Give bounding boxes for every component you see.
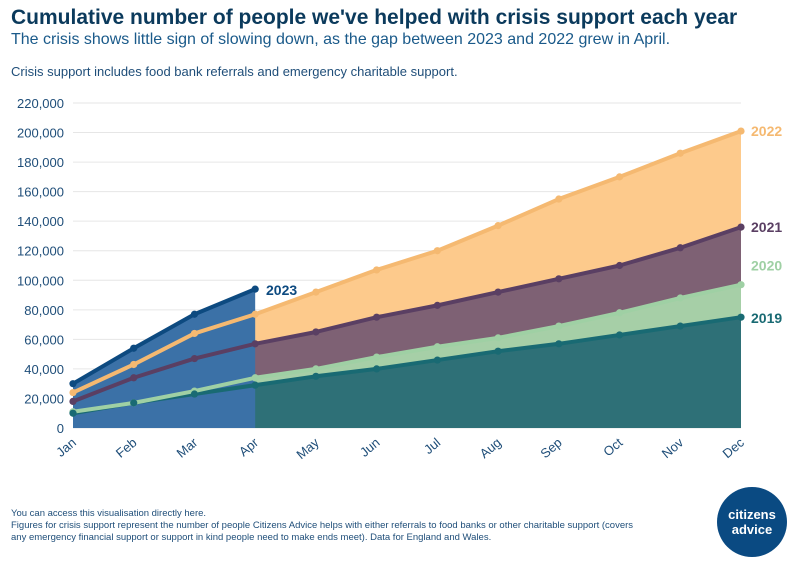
y-tick-label: 60,000 [24,332,64,347]
line-2019 [72,315,742,416]
point-2020 [312,365,320,373]
series-areas [73,131,741,428]
point-2020 [494,334,502,342]
y-tick-label: 80,000 [24,303,64,318]
x-tick-label: Aug [477,435,504,461]
point-2020 [433,343,441,351]
point-2019 [373,365,381,373]
point-2021 [615,261,624,270]
point-2021 [555,275,563,283]
point-2019 [251,381,259,389]
x-tick-label: Apr [236,434,262,459]
x-tick-label: Nov [659,434,687,461]
x-tick-label: Mar [174,434,201,460]
citizens-advice-logo: citizens advice [717,487,787,557]
logo-line-1: citizens [728,507,776,522]
point-2020 [737,281,745,289]
point-2021 [737,223,745,231]
point-2022 [676,149,684,157]
point-2020 [373,353,381,361]
point-2019 [555,340,563,348]
point-2021 [251,340,259,348]
series-labels: 2022 2021 2020 2019 2023 [266,123,782,326]
point-2019 [433,356,441,364]
point-2022 [373,266,381,274]
point-2023 [69,380,77,388]
point-2020 [615,309,624,317]
point-2023 [251,285,259,293]
x-tick-label: May [293,434,322,462]
point-2023 [190,310,199,318]
y-tick-label: 160,000 [17,185,64,200]
point-2019 [190,390,199,398]
point-2019 [676,322,684,330]
point-2021 [312,328,320,336]
series-points [69,127,745,417]
y-tick-label: 40,000 [24,362,64,377]
point-2021 [676,244,684,252]
point-2022 [737,127,745,135]
chart: 0 20,000 40,000 60,000 80,000 100,000 120,000 1… [17,96,782,462]
point-2022 [494,222,502,230]
series-lines [71,129,742,416]
line-2023 [71,287,256,386]
logo-line-2: advice [731,522,773,537]
x-tick-label: Jun [357,435,383,460]
footer-definition: Figures for crisis support represent the… [11,520,634,531]
series-label-2021: 2021 [751,219,782,235]
series-label-2022: 2022 [751,123,782,139]
x-tick-label: Jan [53,435,79,460]
point-2019 [312,372,320,380]
point-2020 [555,322,563,330]
point-2020 [676,294,684,302]
point-2022 [433,247,441,255]
line-2021 [72,225,742,404]
x-tick-label: Dec [720,434,748,461]
y-tick-label: 20,000 [24,391,64,406]
x-tick-label: Feb [113,435,140,461]
point-2022 [190,329,199,338]
footer-access-link[interactable]: You can access this visualisation direct… [11,508,207,519]
x-tick-label: Sep [537,435,564,461]
x-tick-label: Oct [600,435,625,460]
chart-subtitle: The crisis shows little sign of slowing … [11,31,671,48]
point-2023 [130,344,138,352]
point-2022 [251,310,259,318]
x-tick-label: Jul [421,435,443,457]
point-2022 [312,288,320,296]
point-2019 [130,399,138,407]
point-2019 [69,409,77,417]
x-axis: Jan Feb Mar Apr May Jun Jul Aug Sep Oct Nov Dec [53,434,747,462]
line-2020 [72,282,742,414]
point-2020 [251,374,259,382]
y-axis: 0 20,000 40,000 60,000 80,000 100,000 120,000 1… [17,96,64,436]
series-label-2020: 2020 [751,258,782,274]
point-2022 [69,388,77,397]
point-2021 [190,354,199,363]
point-2022 [555,195,563,203]
point-2021 [494,288,502,296]
y-tick-label: 220,000 [17,96,64,111]
point-2021 [373,313,381,321]
point-2022 [615,173,624,181]
series-label-2023: 2023 [266,282,297,298]
chart-title: Cumulative number of people we've helped… [11,6,738,29]
y-tick-label: 0 [57,421,64,436]
point-2021 [130,374,138,382]
point-2022 [130,360,138,369]
y-tick-label: 200,000 [17,126,64,141]
line-2022 [72,129,742,395]
point-2021 [69,397,77,406]
y-tick-label: 120,000 [17,244,64,259]
y-tick-label: 100,000 [17,273,64,288]
point-2019 [494,347,502,355]
y-tick-label: 140,000 [17,214,64,229]
footer-definition-cont: any emergency financial support or suppo… [11,532,492,543]
chart-note: Crisis support includes food bank referr… [11,64,458,79]
y-tick-label: 180,000 [17,155,64,170]
series-label-2019: 2019 [751,310,782,326]
point-2019 [737,313,745,321]
point-2019 [615,331,624,339]
point-2021 [433,301,441,309]
